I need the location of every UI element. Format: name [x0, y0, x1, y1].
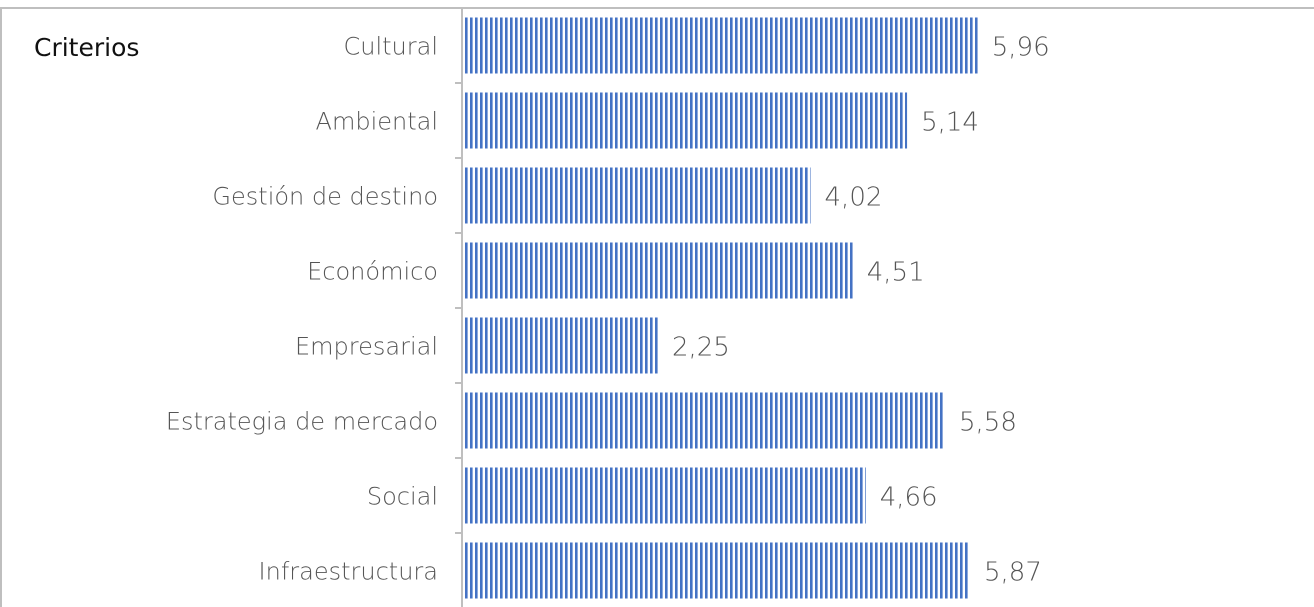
- value-label-gestion-de-destino: 4,02: [825, 183, 883, 213]
- bar-estrategia-de-mercado: [464, 392, 945, 449]
- bar-gestion-de-destino: [464, 167, 811, 224]
- category-label-estrategia-de-mercado: Estrategia de mercado: [166, 408, 438, 436]
- value-label-ambiental: 5,14: [921, 108, 979, 138]
- value-label-empresarial: 2,25: [672, 333, 730, 363]
- category-label-ambiental: Ambiental: [316, 108, 438, 136]
- category-label-empresarial: Empresarial: [295, 333, 438, 361]
- value-label-infraestructura: 5,87: [984, 558, 1042, 588]
- bars: [464, 17, 978, 599]
- bar-social: [464, 467, 866, 524]
- value-label-economico: 4,51: [867, 258, 925, 288]
- value-label-cultural: 5,96: [992, 33, 1050, 63]
- category-label-infraestructura: Infraestructura: [259, 558, 438, 586]
- bar-cultural: [464, 17, 978, 74]
- category-label-social: Social: [367, 483, 438, 511]
- category-label-gestion-de-destino: Gestión de destino: [212, 183, 438, 211]
- axis-title-criterios: Criterios: [34, 33, 139, 62]
- category-label-cultural: Cultural: [344, 33, 439, 61]
- bar-economico: [464, 242, 853, 299]
- category-ticks: [455, 7, 462, 534]
- category-label-economico: Económico: [307, 258, 438, 286]
- value-label-social: 4,66: [880, 483, 938, 513]
- bar-ambiental: [464, 92, 908, 149]
- category-labels: Cultural Ambiental Gestión de destino Econó…: [166, 33, 438, 586]
- value-labels: 5,96 5,14 4,02 4,51 2,25 5,58 4,66 5,87: [672, 33, 1050, 588]
- value-label-estrategia-de-mercado: 5,58: [959, 408, 1017, 438]
- bar-empresarial: [464, 317, 658, 374]
- bar-infraestructura: [464, 542, 970, 599]
